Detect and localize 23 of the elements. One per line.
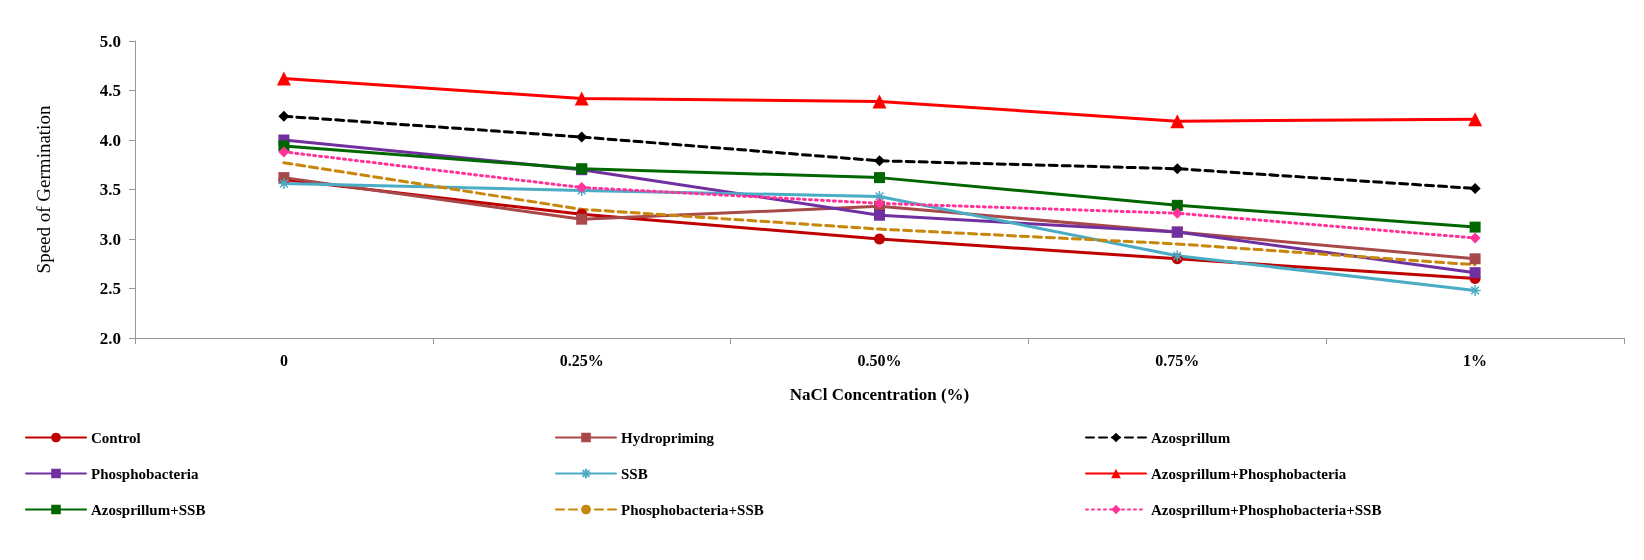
- y-tick-label: 3.0: [99, 229, 121, 249]
- x-tick-label: 0: [279, 351, 288, 369]
- y-tick-label: 2.0: [99, 328, 121, 348]
- x-tick-label: 0.50%: [857, 351, 902, 369]
- x-axis-title: NaCl Concentration (%): [789, 385, 970, 404]
- legend-label: SSB: [621, 465, 648, 482]
- legend-label: Azosprillum: [1151, 429, 1231, 446]
- y-tick-label: 3.5: [99, 180, 121, 199]
- y-tick-label: 5.0: [99, 31, 121, 51]
- legend-label: Azosprillum+Phosphobacteria: [1151, 465, 1347, 482]
- x-tick-label: 0.75%: [1155, 351, 1200, 369]
- x-tick-label: 1%: [1463, 351, 1488, 369]
- legend-label: Azosprillum+Phosphobacteria+SSB: [1151, 501, 1382, 518]
- legend-label: Phosphobacteria+SSB: [621, 501, 764, 518]
- x-tick-label: 0.25%: [559, 351, 604, 369]
- y-tick-label: 4.0: [99, 130, 121, 150]
- y-tick-label: 2.5: [99, 279, 121, 298]
- y-axis-title: Speed of Germination: [33, 105, 54, 274]
- legend-label: Azosprillum+SSB: [91, 501, 206, 518]
- legend-label: Hydropriming: [621, 429, 715, 446]
- legend-label: Control: [91, 429, 141, 446]
- legend-label: Phosphobacteria: [91, 465, 199, 482]
- y-tick-label: 4.5: [99, 81, 121, 100]
